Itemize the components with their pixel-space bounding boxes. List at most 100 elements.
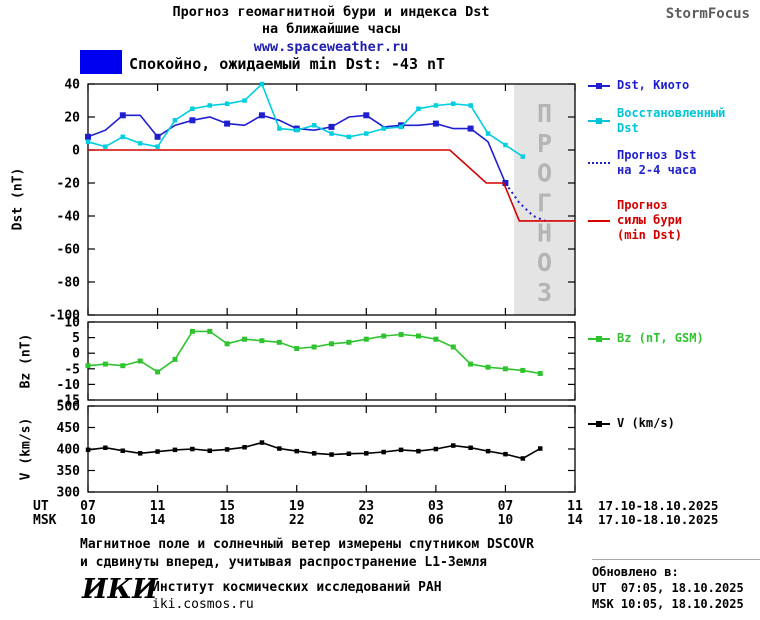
x-tick-label: 06	[428, 513, 444, 528]
x-tick-label: 02	[358, 513, 374, 528]
title-line2: на ближайшие часы	[261, 21, 401, 37]
iki-logo: ИКИ	[82, 574, 158, 605]
forecast-region-label: З	[537, 278, 552, 307]
series-Dst, Киото	[87, 114, 507, 184]
status-text: Спокойно, ожидаемый min Dst: -43 nT	[129, 55, 446, 73]
marker-Восстановленный Dst	[346, 134, 352, 140]
x-tick-label: 10	[80, 513, 96, 528]
marker-Bz (nT, GSM)	[85, 363, 91, 369]
marker-Bz (nT, GSM)	[137, 358, 143, 364]
data-source-note: Магнитное поле и солнечный ветер измерен…	[80, 536, 534, 572]
marker-V (km/s)	[346, 451, 352, 456]
marker-V (km/s)	[242, 445, 247, 450]
marker-Bz (nT, GSM)	[172, 356, 178, 362]
x-tick-label: 14	[567, 513, 583, 528]
marker-V (km/s)	[468, 445, 473, 450]
marker-Bz (nT, GSM)	[450, 344, 456, 350]
marker-Восстановленный Dst	[451, 101, 456, 106]
legend-dst-kyoto: Dst, Киото	[588, 78, 689, 93]
data-source-note-line1: Магнитное поле и солнечный ветер измерен…	[80, 537, 534, 552]
panel-border-bz	[87, 321, 576, 401]
marker-Восстановленный Dst	[468, 103, 473, 108]
marker-Восстановленный Dst	[137, 141, 143, 146]
legend-bz: Bz (nT, GSM)	[588, 331, 704, 346]
updated-ut: UT 07:05, 18.10.2025	[592, 581, 744, 595]
y-tick-label: -20	[57, 177, 81, 192]
marker-Восстановленный Dst	[85, 139, 91, 144]
marker-Bz (nT, GSM)	[102, 361, 108, 367]
legend-storm-strength-forecast: Прогноз силы бури (min Dst)	[588, 198, 682, 243]
forecast-region-label: Г	[537, 189, 552, 218]
marker-Восстановленный Dst	[381, 126, 386, 131]
dst-kyoto-label: Dst, Киото	[617, 78, 690, 92]
marker-V (km/s)	[190, 446, 195, 452]
panel-border-v	[87, 405, 576, 493]
marker-Bz (nT, GSM)	[224, 341, 230, 347]
marker-Восстановленный Dst	[207, 103, 212, 108]
storm-strength-label: Прогноз силы бури (min Dst)	[617, 198, 683, 242]
marker-V (km/s)	[294, 448, 299, 454]
series-Восстановленный Dst	[87, 82, 524, 158]
y-tick-label: -100	[49, 309, 80, 324]
marker-V (km/s)	[433, 446, 439, 452]
y-tick-label: -60	[57, 243, 81, 258]
marker-Bz (nT, GSM)	[398, 332, 404, 337]
marker-V (km/s)	[155, 449, 160, 454]
data-source-note-line2: и сдвинуты вперед, учитывая распростране…	[80, 555, 487, 570]
marker-Восстановленный Dst	[190, 106, 195, 111]
updated-label: Обновлено в:	[592, 565, 679, 579]
institute-name: Институт космических исследований РАН	[152, 580, 442, 595]
iki-site-link[interactable]: iki.cosmos.ru	[152, 597, 254, 612]
marker-Dst, Киото	[258, 112, 265, 119]
marker-V (km/s)	[520, 456, 526, 461]
marker-Dst, Киото	[432, 120, 439, 127]
marker-Восстановленный Dst	[242, 98, 247, 103]
forecast-region-label: П	[537, 99, 552, 128]
brand-label: StormFocus	[665, 6, 750, 22]
marker-Bz (nT, GSM)	[502, 366, 508, 372]
y-tick-label: -15	[57, 394, 80, 409]
title-line1: Прогноз геомагнитной бури и индекса Dst	[172, 4, 490, 20]
marker-Bz (nT, GSM)	[485, 364, 491, 370]
page-title: Прогноз геомагнитной бури и индекса Dst …	[0, 4, 662, 56]
marker-V (km/s)	[207, 448, 212, 453]
marker-Восстановленный Dst	[311, 123, 317, 128]
marker-V (km/s)	[120, 448, 125, 453]
storm-strength-marker-icon	[588, 215, 610, 227]
marker-Восстановленный Dst	[364, 131, 369, 136]
forecast-region-label: О	[537, 248, 552, 277]
marker-Восстановленный Dst	[155, 144, 160, 149]
y-tick-label: 10	[64, 316, 80, 331]
marker-V (km/s)	[137, 451, 143, 456]
x-tick-label: 19	[289, 499, 305, 514]
bz-label: Bz (nT, GSM)	[617, 331, 704, 345]
marker-Bz (nT, GSM)	[276, 339, 282, 345]
forecast-region-label: Н	[537, 218, 552, 247]
marker-Dst, Киото	[328, 123, 335, 130]
y-tick-label: 40	[64, 78, 80, 93]
marker-V (km/s)	[364, 451, 369, 456]
bz-axis-title: Bz (nT)	[18, 333, 34, 389]
marker-Dst, Киото	[119, 112, 126, 119]
x-tick-label: 15	[219, 499, 235, 514]
reconstructed-dst-label: Восстановленный Dst	[617, 106, 726, 135]
y-tick-label: 0	[72, 144, 80, 159]
x-axis-row-label: MSK	[33, 513, 57, 528]
marker-Bz (nT, GSM)	[520, 367, 526, 373]
marker-V (km/s)	[503, 451, 508, 457]
marker-Bz (nT, GSM)	[433, 336, 439, 342]
marker-V (km/s)	[398, 447, 404, 453]
marker-Bz (nT, GSM)	[381, 333, 387, 339]
x-tick-label: 07	[498, 499, 514, 514]
dst-axis-title: Dst (nT)	[10, 167, 26, 231]
marker-V (km/s)	[277, 446, 282, 451]
y-tick-label: 500	[57, 400, 81, 415]
marker-V (km/s)	[172, 447, 178, 453]
spaceweather-link[interactable]: www.spaceweather.ru	[253, 39, 409, 55]
marker-V (km/s)	[451, 443, 456, 448]
panel-border-dst	[87, 83, 576, 316]
marker-V (km/s)	[103, 445, 108, 450]
marker-Bz (nT, GSM)	[363, 336, 369, 342]
x-tick-label: 18	[219, 513, 235, 528]
